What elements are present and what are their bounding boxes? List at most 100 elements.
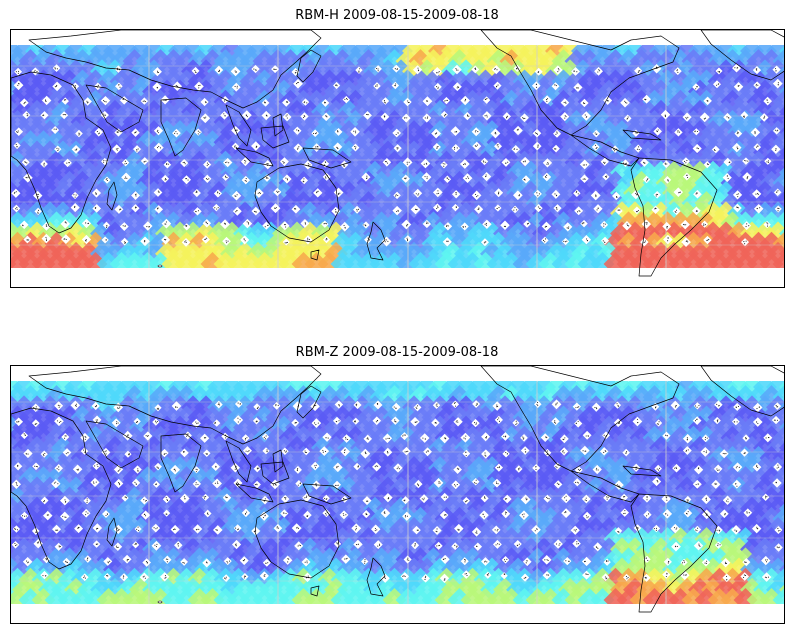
marker-box <box>342 95 351 104</box>
marker-box <box>334 127 343 136</box>
grid-cell <box>148 49 173 74</box>
marker-dot <box>144 101 147 103</box>
missing-data-marker <box>241 110 252 121</box>
grid-cell <box>246 160 270 185</box>
marker-dot <box>535 86 538 88</box>
grid-cell <box>155 160 179 185</box>
marker-dot <box>16 146 18 148</box>
grid-cell <box>187 191 212 216</box>
marker-dot <box>76 148 78 150</box>
marker-dot <box>534 132 536 134</box>
marker-dot <box>265 114 267 116</box>
marker-dot <box>117 131 119 133</box>
grid-cell <box>51 140 75 165</box>
island <box>157 264 163 268</box>
marker-box <box>350 126 360 137</box>
marker-dot <box>486 114 488 116</box>
grid-cell <box>194 39 218 63</box>
grid-cell <box>226 89 251 114</box>
grid-cell <box>161 49 186 74</box>
marker-dot <box>34 69 36 71</box>
grid-cell <box>181 99 205 124</box>
marker-dot <box>164 99 166 101</box>
grid-cell <box>174 89 199 114</box>
marker-dot <box>664 114 666 116</box>
marker-box <box>699 112 710 123</box>
grid-cell <box>187 49 212 74</box>
marker-dot <box>537 146 539 148</box>
marker-dot <box>676 70 678 72</box>
marker-dot <box>477 131 479 133</box>
marker-dot <box>426 117 428 119</box>
missing-data-marker <box>660 109 671 120</box>
marker-dot <box>704 117 707 119</box>
marker-dot <box>25 101 27 103</box>
marker-dot <box>246 116 248 118</box>
marker-dot <box>718 83 720 85</box>
marker-dot <box>677 130 679 132</box>
grid-cell <box>148 89 173 114</box>
marker-dot <box>44 99 47 101</box>
panel-title-rbm-z: RBM-Z 2009-08-15-2009-08-18 <box>295 345 499 360</box>
marker-dot <box>223 113 225 115</box>
marker-dot <box>235 71 237 73</box>
marker-dot <box>157 71 159 74</box>
marker-dot <box>304 101 306 103</box>
marker-dot <box>394 84 396 87</box>
marker-dot <box>436 147 438 149</box>
marker-dot <box>384 102 386 104</box>
marker-dot <box>407 100 409 102</box>
grid-cell <box>161 150 186 175</box>
marker-dot <box>596 133 598 135</box>
missing-data-marker <box>200 113 211 124</box>
grid-cell <box>168 59 192 84</box>
marker-dot <box>344 98 346 100</box>
grid-cell <box>181 120 205 145</box>
grid-cell <box>161 89 186 114</box>
grid-cell <box>200 231 225 256</box>
marker-box <box>553 65 563 75</box>
missing-data-marker <box>321 112 331 122</box>
marker-dot <box>376 84 378 86</box>
missing-data-marker <box>293 78 303 89</box>
marker-dot <box>394 68 396 70</box>
marker-dot <box>474 67 477 69</box>
marker-dot <box>143 100 145 102</box>
missing-data-marker <box>460 95 470 106</box>
marker-dot <box>119 86 121 88</box>
marker-dot <box>33 71 35 73</box>
missing-data-marker <box>191 66 200 75</box>
grid-cell <box>220 181 244 205</box>
grid-cell <box>77 160 101 185</box>
marker-dot <box>554 84 556 86</box>
marker-dot <box>255 146 257 148</box>
marker-dot <box>466 115 469 117</box>
missing-data-marker <box>230 66 241 77</box>
marker-dot <box>495 133 497 135</box>
missing-data-marker <box>733 81 744 92</box>
marker-dot <box>336 85 338 87</box>
missing-data-marker <box>699 112 710 123</box>
marker-dot <box>224 100 226 102</box>
marker-dot <box>395 83 397 85</box>
grid-cell <box>207 160 231 185</box>
grid-cell <box>142 241 166 266</box>
marker-box <box>40 111 49 120</box>
marker-box <box>312 143 321 152</box>
marker-dot <box>303 115 305 117</box>
grid-cell <box>142 160 166 185</box>
grid-cell <box>12 120 36 145</box>
marker-dot <box>296 83 298 85</box>
marker-dot <box>58 148 60 150</box>
marker-dot <box>18 70 20 72</box>
marker-dot <box>546 100 548 102</box>
grid-cell <box>122 150 147 175</box>
marker-dot <box>496 144 498 146</box>
marker-dot <box>586 116 588 118</box>
grid-cell <box>246 59 270 84</box>
marker-dot <box>664 116 666 118</box>
marker-dot <box>234 70 236 72</box>
grid-cell <box>200 69 225 94</box>
marker-dot <box>494 68 496 70</box>
marker-dot <box>556 131 558 133</box>
